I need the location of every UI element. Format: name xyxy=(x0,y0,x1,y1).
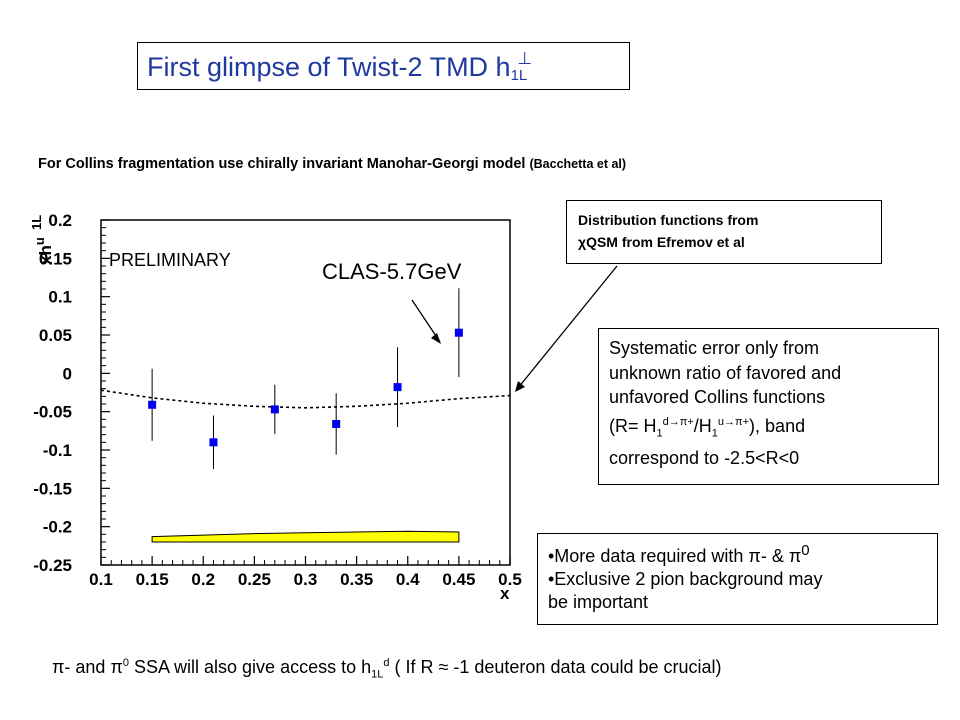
y-tick-label: 0.2 xyxy=(48,211,72,230)
y-tick-label: 0.1 xyxy=(48,288,72,307)
x-axis-label: x xyxy=(500,584,510,603)
data-point xyxy=(393,383,402,392)
data-point xyxy=(454,328,463,337)
dist-arrow xyxy=(517,265,618,389)
subtitle: For Collins fragmentation use chirally i… xyxy=(38,156,627,172)
distribution-note: Distribution functions from χQSM from Ef… xyxy=(566,200,882,264)
clas-arrowhead xyxy=(431,333,441,344)
data-point xyxy=(332,419,341,428)
x-tick-label: 0.4 xyxy=(396,570,420,589)
data-point xyxy=(209,438,218,447)
data-point xyxy=(148,400,157,409)
data-point xyxy=(270,405,279,414)
preliminary-label: PRELIMINARY xyxy=(109,250,231,270)
x-tick-label: 0.1 xyxy=(89,570,113,589)
y-tick-label: -0.25 xyxy=(33,556,72,575)
y-tick-label: -0.2 xyxy=(43,518,72,537)
y-tick-label: 0.05 xyxy=(39,326,72,345)
y-tick-label: -0.1 xyxy=(43,441,72,460)
x-tick-label: 0.2 xyxy=(191,570,215,589)
x-tick-label: 0.45 xyxy=(442,570,475,589)
y-axis-label: xhu xyxy=(32,237,55,265)
y-axis-label-sub: 1L xyxy=(29,215,44,230)
x-tick-label: 0.35 xyxy=(340,570,373,589)
dist-arrowhead xyxy=(515,381,525,392)
model-curve xyxy=(100,389,511,409)
x-tick-label: 0.3 xyxy=(294,570,318,589)
footer-note: π- and π0 SSA will also give access to h… xyxy=(52,657,722,681)
systematic-band xyxy=(151,530,460,543)
y-tick-label: 0.15 xyxy=(39,249,72,268)
clas-label: CLAS-5.7GeV xyxy=(322,259,462,284)
x-tick-label: 0.25 xyxy=(238,570,271,589)
systematic-error-note: Systematic error only from unknown ratio… xyxy=(598,328,939,485)
y-tick-label: 0 xyxy=(63,364,72,383)
y-tick-label: -0.05 xyxy=(33,403,72,422)
slide-title: First glimpse of Twist-2 TMD h1L⊥ xyxy=(137,42,630,90)
x-tick-label: 0.5 xyxy=(498,570,522,589)
more-data-note: •More data required with π- & π0 •Exclus… xyxy=(537,533,938,625)
x-tick-label: 0.15 xyxy=(136,570,169,589)
y-tick-label: -0.15 xyxy=(33,479,72,498)
